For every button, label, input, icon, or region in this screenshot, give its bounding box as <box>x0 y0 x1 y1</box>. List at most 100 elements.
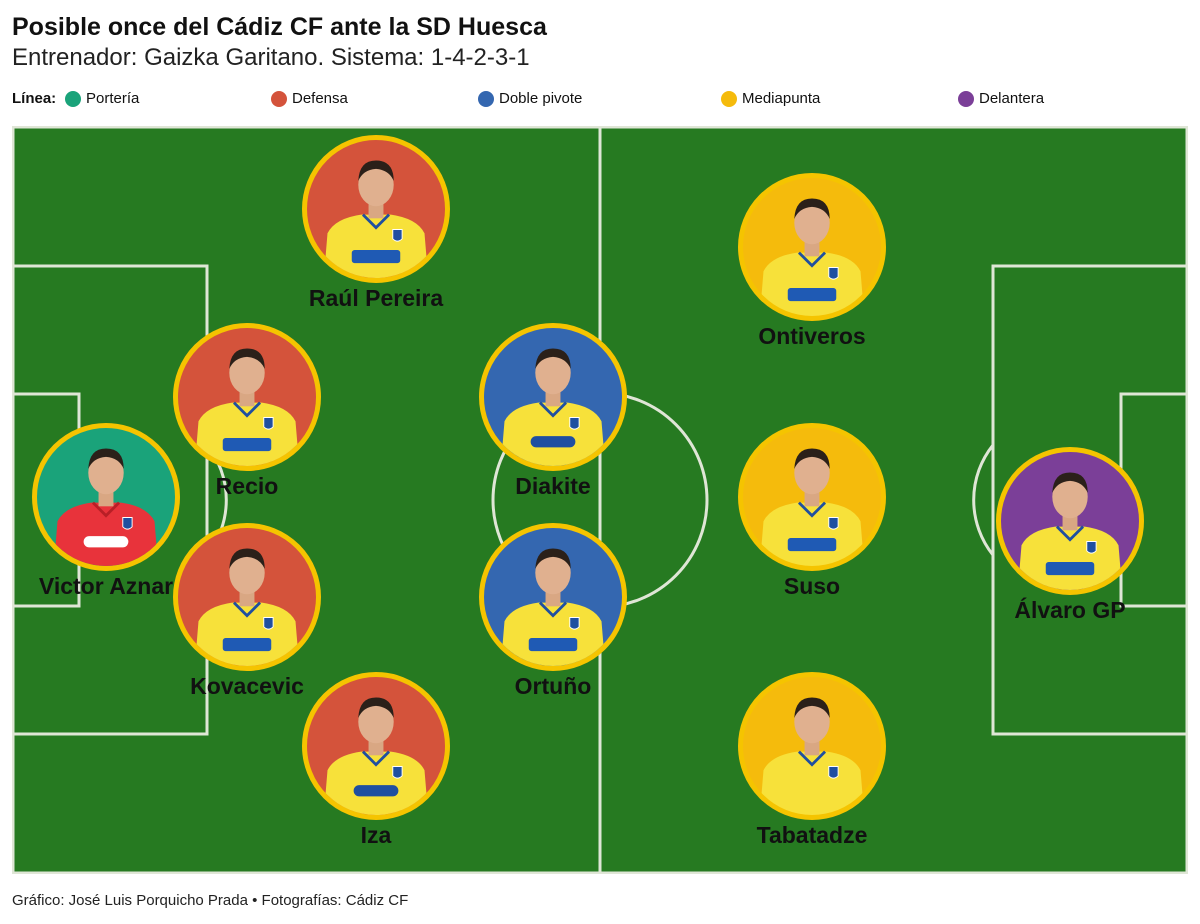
player-photo-circle <box>173 523 321 671</box>
player-name: Álvaro GP <box>1014 597 1126 623</box>
sponsor-logo <box>787 288 837 302</box>
crest-icon <box>122 517 133 530</box>
legend-item-porteria: Portería <box>65 90 139 107</box>
legend-dot-delantera <box>958 90 974 107</box>
hair-shape <box>535 348 571 370</box>
player-photo <box>759 448 865 566</box>
crest-icon <box>828 766 839 779</box>
player-photo <box>53 448 159 566</box>
player-photo <box>194 348 300 466</box>
player-name: Ontiveros <box>758 323 866 349</box>
player-photo <box>323 697 429 815</box>
head-shape <box>229 351 265 395</box>
neck-shape <box>1062 513 1078 531</box>
collar-shape <box>232 401 262 418</box>
shirt-shape <box>323 751 429 815</box>
head-shape <box>535 551 571 595</box>
player-name: Tabatadze <box>756 822 868 848</box>
neck-shape <box>545 589 561 607</box>
hair-shape <box>1052 472 1088 494</box>
right-penalty-arc <box>972 444 995 556</box>
neck-shape <box>98 489 114 507</box>
player-photo <box>1017 472 1123 590</box>
legend-item-doble-pivote: Doble pivote <box>478 90 582 107</box>
shirt-shape <box>759 502 865 566</box>
crest-icon <box>828 267 839 280</box>
head-shape <box>794 201 830 245</box>
player-photo-circle <box>738 423 886 571</box>
shirt-shape <box>53 502 159 566</box>
collar-shape <box>232 601 262 618</box>
collar-shape <box>538 601 568 618</box>
player-card: Ortuño <box>453 523 653 699</box>
player-name: Ortuño <box>514 673 592 699</box>
pitch-lines <box>12 126 1188 874</box>
crest-icon <box>392 229 403 242</box>
player-card: Ontiveros <box>712 173 912 349</box>
neck-shape <box>804 738 820 756</box>
crest-icon <box>392 766 403 779</box>
player-photo <box>759 198 865 316</box>
player-photo <box>759 697 865 815</box>
legend-title: Línea: <box>12 90 57 107</box>
player-name: Recio <box>215 473 279 499</box>
player-card: Álvaro GP <box>970 447 1170 623</box>
player-card: Diakite <box>453 323 653 499</box>
legend-item-defensa: Defensa <box>271 90 348 107</box>
hair-shape <box>229 348 265 370</box>
shirt-shape <box>194 402 300 466</box>
sponsor-logo <box>528 638 578 652</box>
sponsor-logo <box>353 785 399 797</box>
head-shape <box>794 451 830 495</box>
legend: Línea: Portería Defensa Doble pivote Med… <box>12 90 1192 110</box>
hair-shape <box>794 448 830 470</box>
crest-icon <box>569 417 580 430</box>
sponsor-logo <box>787 538 837 552</box>
legend-dot-porteria <box>65 90 81 107</box>
credits-footer: Gráfico: José Luis Porquicho Prada • Fot… <box>12 892 409 909</box>
legend-label-porteria: Portería <box>86 90 140 107</box>
legend-label-delantera: Delantera <box>979 90 1045 107</box>
crest-icon <box>263 617 274 630</box>
hair-shape <box>794 198 830 220</box>
player-photo <box>323 160 429 278</box>
neck-shape <box>545 389 561 407</box>
sponsor-logo <box>83 536 129 548</box>
collar-shape <box>1055 525 1085 542</box>
collar-shape <box>361 750 391 767</box>
player-card: Victor Aznar <box>6 423 206 599</box>
sponsor-logo <box>222 438 272 452</box>
player-name: Victor Aznar <box>38 573 174 599</box>
collar-shape <box>797 501 827 518</box>
collar-shape <box>91 501 121 518</box>
player-name: Raúl Pereira <box>308 285 444 311</box>
shirt-shape <box>759 252 865 316</box>
sponsor-logo <box>351 250 401 264</box>
page-title: Posible once del Cádiz CF ante la SD Hue… <box>12 13 547 41</box>
legend-dot-doble-pivote <box>478 90 494 107</box>
neck-shape <box>804 489 820 507</box>
crest-icon <box>263 417 274 430</box>
player-name: Iza <box>360 822 392 848</box>
collar-shape <box>797 750 827 767</box>
hair-shape <box>358 160 394 182</box>
player-card: Raúl Pereira <box>276 135 476 311</box>
sponsor-logo <box>222 638 272 652</box>
sponsor-logo <box>530 436 576 448</box>
hair-shape <box>535 548 571 570</box>
neck-shape <box>368 738 384 756</box>
neck-shape <box>368 201 384 219</box>
player-photo-circle <box>479 323 627 471</box>
collar-shape <box>361 213 391 230</box>
head-shape <box>229 551 265 595</box>
page-subtitle: Entrenador: Gaizka Garitano. Sistema: 1-… <box>12 44 530 71</box>
player-card: Suso <box>712 423 912 599</box>
hair-shape <box>88 448 124 470</box>
player-card: Kovacevic <box>147 523 347 699</box>
football-pitch: Victor Aznar Raúl Pereira Recio Kovacevi… <box>12 126 1188 874</box>
hair-shape <box>229 548 265 570</box>
head-shape <box>535 351 571 395</box>
player-photo-circle <box>738 173 886 321</box>
player-name: Suso <box>783 573 841 599</box>
hair-shape <box>358 697 394 719</box>
